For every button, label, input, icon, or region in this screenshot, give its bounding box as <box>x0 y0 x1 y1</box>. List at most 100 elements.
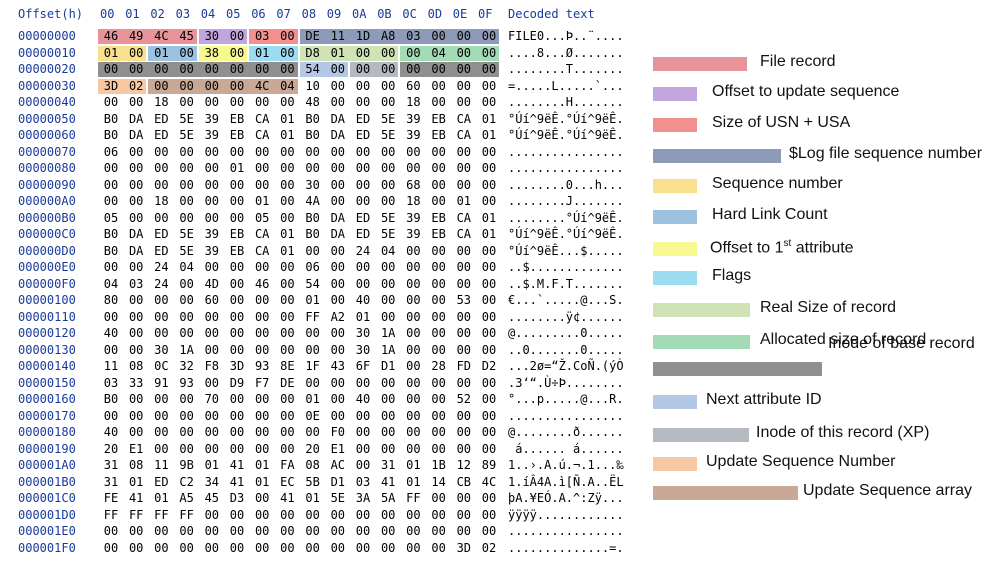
hex-byte[interactable]: 00 <box>481 95 497 109</box>
hex-byte[interactable]: 45 <box>204 491 220 505</box>
hex-byte[interactable]: 00 <box>355 507 371 522</box>
hex-byte[interactable]: 00 <box>456 144 472 159</box>
hex-byte[interactable]: 1D <box>355 29 371 43</box>
hex-byte[interactable]: 00 <box>179 177 194 192</box>
hex-byte[interactable]: 00 <box>380 260 396 274</box>
hex-byte[interactable]: 00 <box>280 177 295 192</box>
hex-byte[interactable]: 00 <box>229 392 245 406</box>
hex-byte[interactable]: 00 <box>229 342 245 357</box>
hex-row[interactable]: 00000100 80 00 00 00 60 00 00 00 01 00 40 00 00 00 53 00… <box>0 293 650 309</box>
hex-byte[interactable]: 00 <box>280 144 295 159</box>
hex-byte[interactable]: 39 <box>204 227 220 241</box>
hex-byte[interactable]: 11 <box>330 29 346 43</box>
hex-byte[interactable]: 00 <box>431 491 446 505</box>
hex-byte[interactable]: EB <box>229 111 245 126</box>
hex-byte[interactable]: 00 <box>280 309 295 324</box>
hex-byte[interactable]: 00 <box>280 194 295 208</box>
hex-byte[interactable]: 00 <box>179 441 194 456</box>
hex-row[interactable]: 000001F0 00 00 00 00 00 00 00 00 00 00 00 00 00 00 3D 02… <box>0 541 650 557</box>
hex-byte[interactable]: 00 <box>380 177 396 192</box>
hex-byte[interactable]: 00 <box>254 161 270 175</box>
hex-byte[interactable]: 30 <box>355 342 371 357</box>
hex-row[interactable]: 000000D0 B0 DA ED 5E 39 EB CA 01 00 00 24 04 00 00 00 00… <box>0 244 650 260</box>
hex-byte[interactable]: 00 <box>179 309 194 324</box>
hex-byte[interactable]: 40 <box>355 392 371 406</box>
hex-byte[interactable]: 00 <box>280 524 295 538</box>
hex-byte[interactable]: 00 <box>481 260 497 274</box>
hex-byte[interactable]: 00 <box>380 375 396 390</box>
hex-byte[interactable]: 00 <box>280 210 295 225</box>
hex-byte[interactable]: 3D <box>103 78 119 93</box>
hex-byte[interactable]: 00 <box>280 408 295 423</box>
hex-byte[interactable]: 00 <box>481 309 497 324</box>
hex-byte[interactable]: 00 <box>456 491 472 505</box>
hex-byte[interactable]: 00 <box>128 95 144 109</box>
hex-row[interactable]: 00000070 06 00 00 00 00 00 00 00 00 00 00 00 00 00 00 00… <box>0 145 650 161</box>
hex-byte[interactable]: FF <box>103 507 119 522</box>
hex-byte[interactable]: 00 <box>456 95 472 109</box>
hex-byte[interactable]: 00 <box>179 326 194 340</box>
hex-byte[interactable]: 00 <box>229 62 245 76</box>
hex-byte[interactable]: 00 <box>204 194 220 208</box>
hex-byte[interactable]: 00 <box>204 210 220 225</box>
hex-byte[interactable]: F7 <box>254 375 270 390</box>
hex-byte[interactable]: 00 <box>456 276 472 291</box>
hex-byte[interactable]: 00 <box>305 375 320 390</box>
hex-byte[interactable]: B0 <box>103 227 119 241</box>
hex-byte[interactable]: 00 <box>280 441 295 456</box>
decoded-text[interactable]: °Úí^9ëÊ.°Úí^9ëÊ. <box>508 111 624 126</box>
hex-byte[interactable]: 39 <box>406 111 421 126</box>
hex-byte[interactable]: ED <box>355 128 371 142</box>
hex-byte[interactable]: 00 <box>456 326 472 340</box>
hex-byte[interactable]: 00 <box>128 425 144 439</box>
hex-byte[interactable]: 00 <box>204 408 220 423</box>
hex-byte[interactable]: 00 <box>154 210 169 225</box>
hex-byte[interactable]: 00 <box>330 524 346 538</box>
hex-byte[interactable]: ED <box>154 128 169 142</box>
hex-byte[interactable]: 00 <box>179 540 194 555</box>
hex-byte[interactable]: 24 <box>154 276 169 291</box>
hex-byte[interactable]: 00 <box>254 95 270 109</box>
hex-byte[interactable]: DA <box>128 243 144 258</box>
hex-byte[interactable]: 00 <box>431 309 446 324</box>
hex-byte[interactable]: 00 <box>456 342 472 357</box>
hex-byte[interactable]: 01 <box>254 458 270 472</box>
hex-byte[interactable]: 00 <box>305 540 320 555</box>
hex-byte[interactable]: 00 <box>355 276 371 291</box>
hex-byte[interactable]: 41 <box>128 491 144 505</box>
hex-byte[interactable]: 4A <box>305 194 320 208</box>
hex-byte[interactable]: 00 <box>330 243 346 258</box>
hex-byte[interactable]: 00 <box>128 540 144 555</box>
hex-byte[interactable]: EB <box>431 111 446 126</box>
hex-byte[interactable]: 00 <box>229 540 245 555</box>
hex-byte[interactable]: EB <box>229 227 245 241</box>
hex-byte[interactable]: 00 <box>280 29 295 43</box>
hex-byte[interactable]: 00 <box>204 309 220 324</box>
hex-byte[interactable]: 00 <box>204 342 220 357</box>
hex-byte[interactable]: 00 <box>254 540 270 555</box>
hex-byte[interactable]: CA <box>456 128 472 142</box>
hex-byte[interactable]: 39 <box>406 227 421 241</box>
hex-byte[interactable]: 00 <box>406 161 421 175</box>
hex-byte[interactable]: 00 <box>456 29 472 43</box>
hex-byte[interactable]: FF <box>406 491 421 505</box>
hex-byte[interactable]: 00 <box>103 540 119 555</box>
hex-byte[interactable]: 00 <box>128 210 144 225</box>
hex-byte[interactable]: ED <box>154 474 169 489</box>
hex-row[interactable]: 00000060 B0 DA ED 5E 39 EB CA 01 B0 DA ED 5E 39 EB CA 01… <box>0 128 650 144</box>
hex-byte[interactable]: 00 <box>305 425 320 439</box>
hex-byte[interactable]: 00 <box>128 408 144 423</box>
hex-byte[interactable]: 41 <box>380 474 396 489</box>
hex-byte[interactable]: DA <box>128 111 144 126</box>
hex-byte[interactable]: 00 <box>154 309 169 324</box>
hex-byte[interactable]: 00 <box>355 45 371 60</box>
hex-byte[interactable]: 01 <box>154 491 169 505</box>
hex-byte[interactable]: 60 <box>204 293 220 307</box>
hex-byte[interactable]: 00 <box>355 260 371 274</box>
hex-byte[interactable]: ED <box>154 227 169 241</box>
hex-byte[interactable]: 00 <box>204 144 220 159</box>
hex-byte[interactable]: 00 <box>355 524 371 538</box>
decoded-text[interactable]: ..............=. <box>508 540 624 555</box>
hex-byte[interactable]: 00 <box>355 177 371 192</box>
hex-byte[interactable]: 00 <box>128 177 144 192</box>
